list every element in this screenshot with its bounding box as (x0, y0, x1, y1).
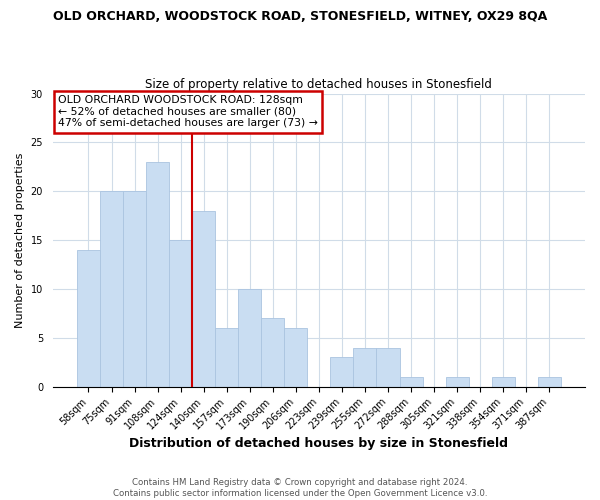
Bar (491, 377, 515, 386)
Bar (284, 328, 307, 386)
Bar (376, 348, 400, 387)
Bar (215, 328, 238, 386)
Bar (100, 192, 123, 386)
Bar (169, 240, 192, 386)
Bar (353, 348, 376, 387)
Title: Size of property relative to detached houses in Stonesfield: Size of property relative to detached ho… (145, 78, 493, 91)
X-axis label: Distribution of detached houses by size in Stonesfield: Distribution of detached houses by size … (130, 437, 508, 450)
Bar (146, 162, 169, 386)
Bar (77, 250, 100, 386)
Text: Contains HM Land Registry data © Crown copyright and database right 2024.
Contai: Contains HM Land Registry data © Crown c… (113, 478, 487, 498)
Text: OLD ORCHARD WOODSTOCK ROAD: 128sqm
← 52% of detached houses are smaller (80)
47%: OLD ORCHARD WOODSTOCK ROAD: 128sqm ← 52%… (58, 95, 318, 128)
Text: OLD ORCHARD, WOODSTOCK ROAD, STONESFIELD, WITNEY, OX29 8QA: OLD ORCHARD, WOODSTOCK ROAD, STONESFIELD… (53, 10, 547, 23)
Bar (192, 211, 215, 386)
Bar (400, 377, 422, 386)
Bar (331, 358, 353, 386)
Bar (261, 318, 284, 386)
Bar (123, 192, 146, 386)
Bar (238, 289, 261, 386)
Bar (538, 377, 561, 386)
Y-axis label: Number of detached properties: Number of detached properties (15, 152, 25, 328)
Bar (446, 377, 469, 386)
